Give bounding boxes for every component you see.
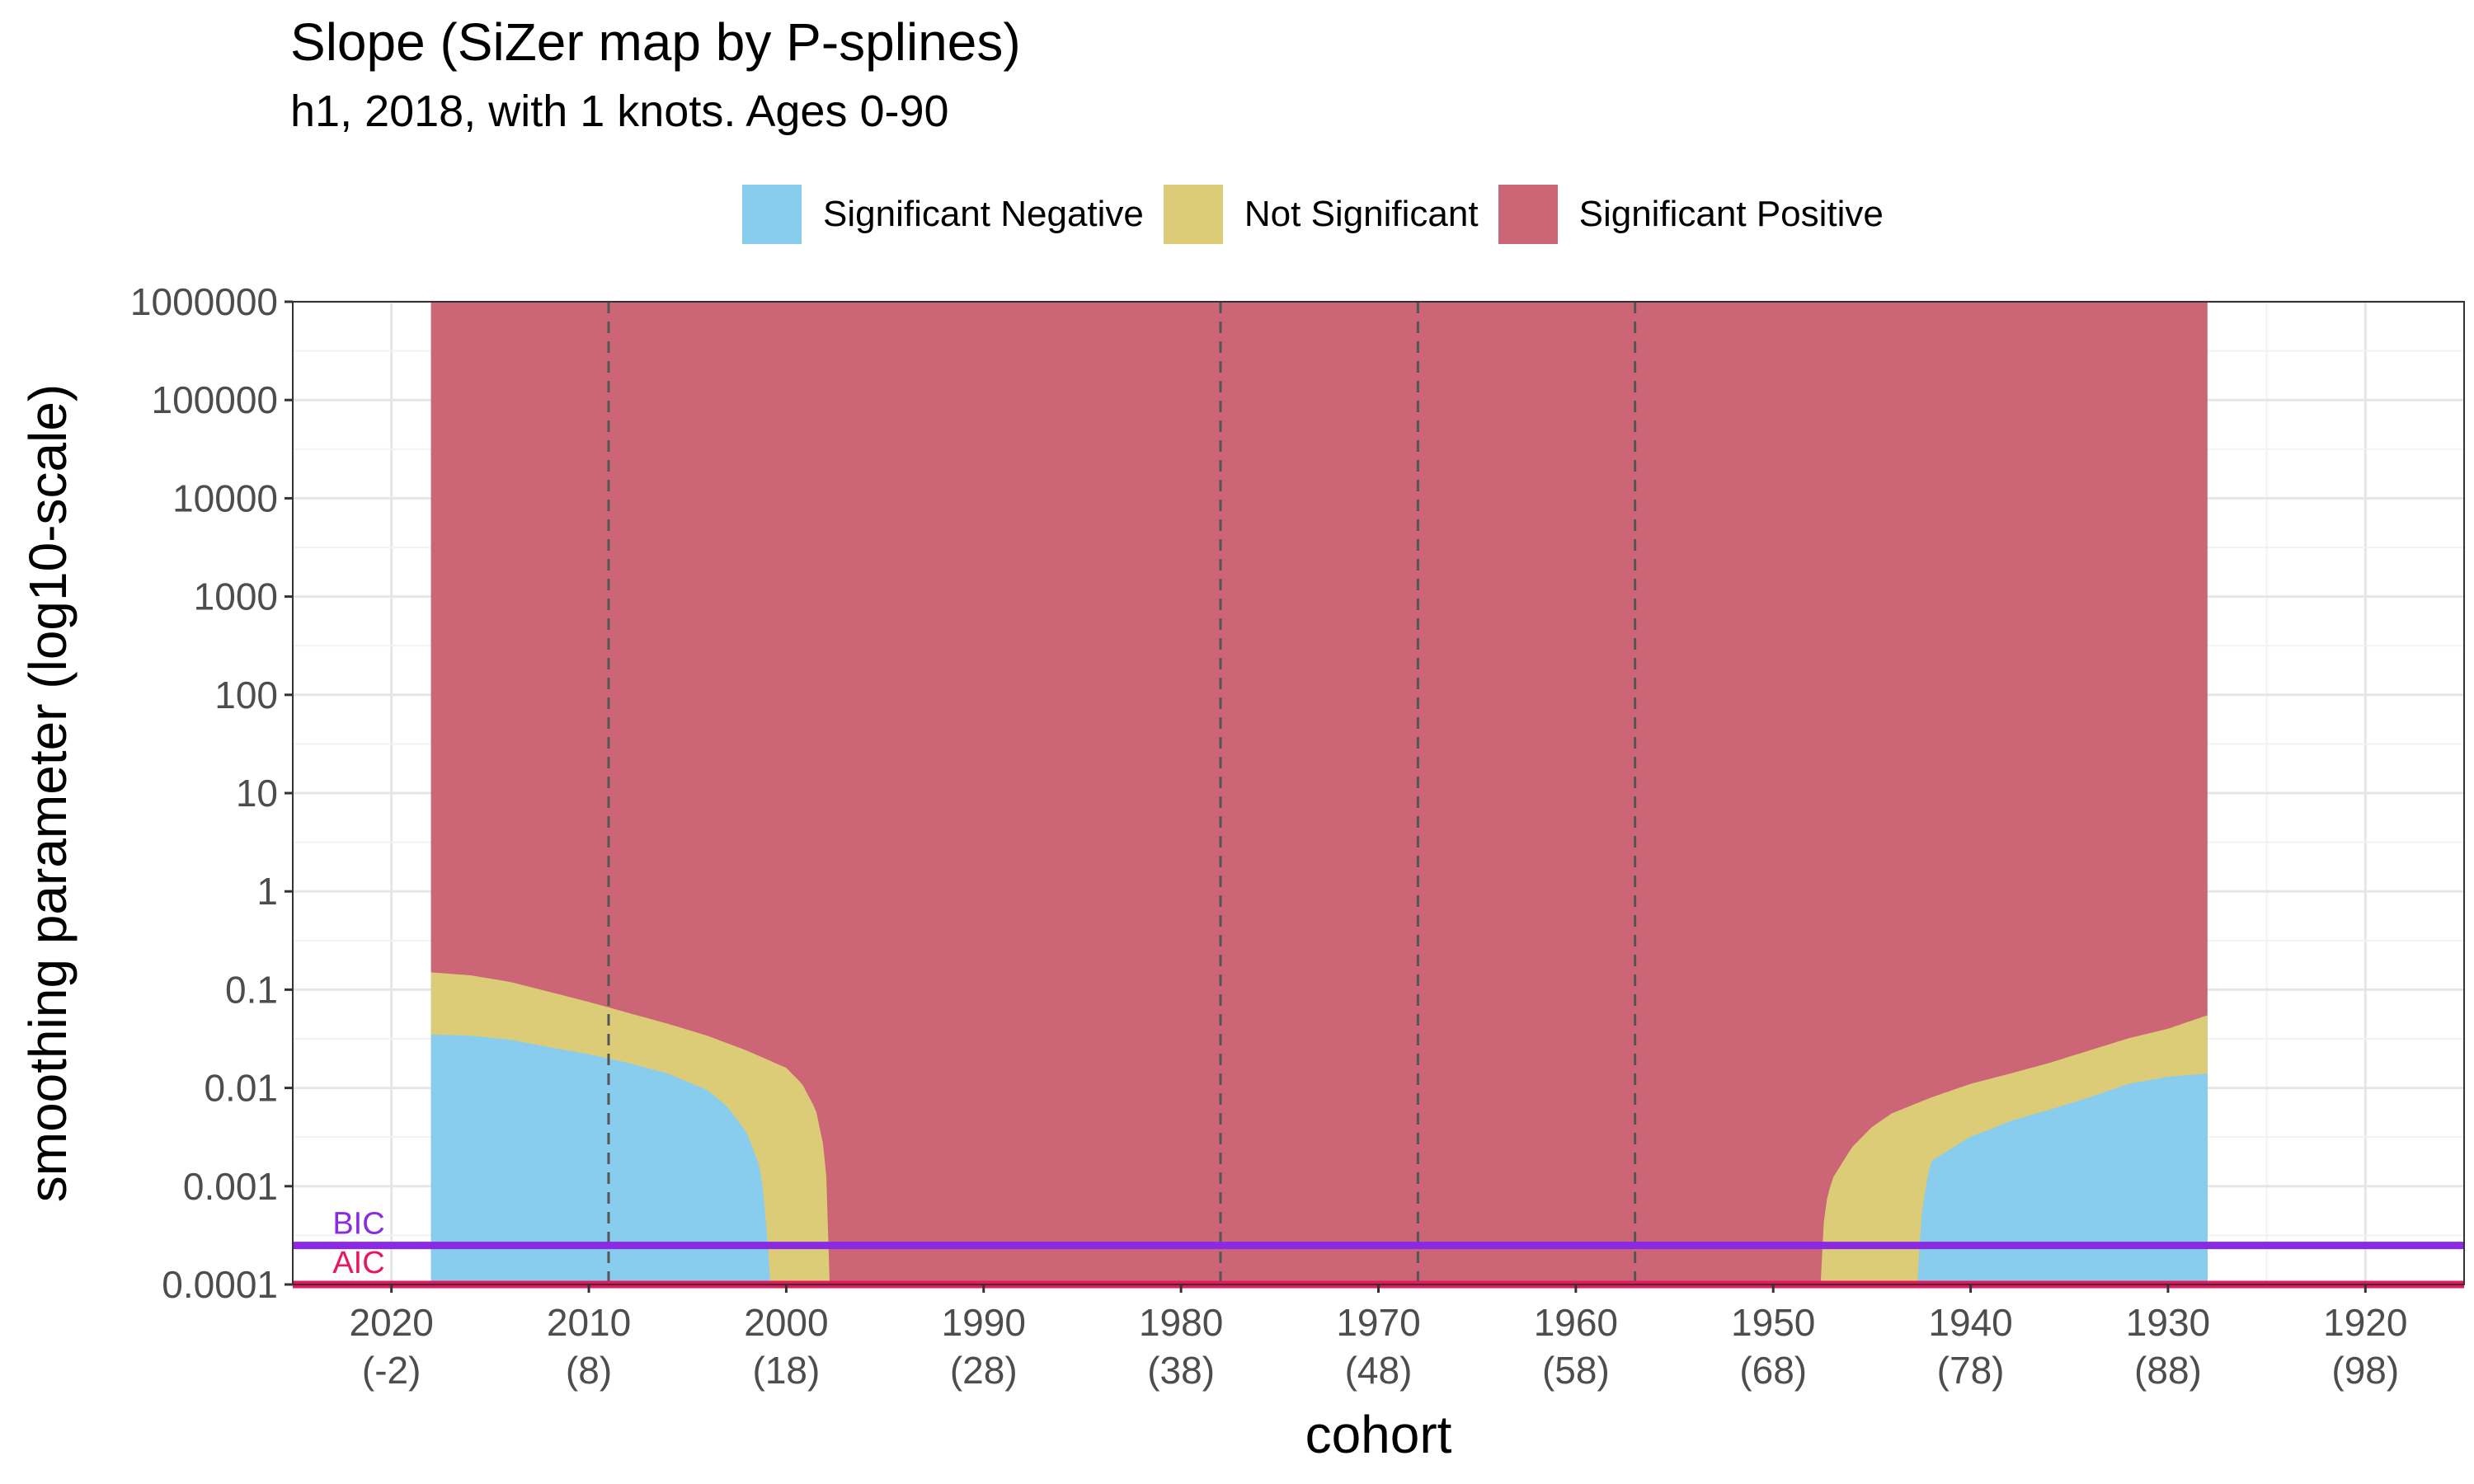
y-tick-label: 100: [214, 674, 278, 716]
x-tick-sublabel: (88): [2134, 1349, 2202, 1392]
legend-swatch: [1163, 185, 1223, 244]
x-tick-sublabel: (78): [1937, 1349, 2005, 1392]
significant-negative-region-left: [430, 1034, 771, 1284]
legend-swatch: [742, 185, 802, 244]
x-tick-sublabel: (58): [1542, 1349, 1610, 1392]
y-tick-label: 10000: [172, 477, 278, 519]
legend-label: Significant Negative: [823, 194, 1144, 234]
y-tick-label: 0.01: [204, 1067, 278, 1110]
legend-swatch: [1498, 185, 1558, 244]
x-tick-sublabel: (98): [2331, 1349, 2399, 1392]
x-tick-sublabel: (18): [753, 1349, 821, 1392]
legend-item: Not Significant: [1163, 185, 1479, 244]
y-tick-label: 0.1: [225, 968, 278, 1011]
x-tick-label: 1940: [1928, 1301, 2012, 1344]
legend-item: Significant Negative: [742, 185, 1144, 244]
y-tick-label: 1: [256, 870, 278, 913]
chart-title: Slope (SiZer map by P-splines): [290, 12, 1021, 72]
x-tick-label: 1930: [2126, 1301, 2210, 1344]
x-tick-sublabel: (48): [1345, 1349, 1413, 1392]
x-tick-label: 2020: [350, 1301, 434, 1344]
x-tick-sublabel: (8): [566, 1349, 612, 1392]
x-axis-title: cohort: [1305, 1405, 1452, 1464]
x-tick-label: 2010: [547, 1301, 631, 1344]
x-tick-sublabel: (28): [950, 1349, 1018, 1392]
legend-label: Significant Positive: [1578, 194, 1884, 234]
y-tick-label: 100000: [152, 378, 279, 421]
x-tick-label: 1990: [942, 1301, 1026, 1344]
x-tick-label: 1970: [1336, 1301, 1420, 1344]
x-tick-label: 1960: [1534, 1301, 1618, 1344]
legend-item: Significant Positive: [1498, 185, 1884, 244]
x-tick-label: 1980: [1139, 1301, 1223, 1344]
y-tick-label: 0.001: [183, 1165, 278, 1208]
x-tick-label: 1920: [2323, 1301, 2407, 1344]
x-tick-label: 2000: [744, 1301, 828, 1344]
x-tick-sublabel: (-2): [362, 1349, 421, 1392]
x-tick-sublabel: (68): [1739, 1349, 1807, 1392]
y-axis-title: smoothing parameter (log10-scale): [18, 384, 78, 1202]
y-tick-label: 1000: [194, 575, 278, 618]
label-bic: BIC: [332, 1207, 384, 1242]
legend-label: Not Significant: [1244, 194, 1479, 234]
y-tick-label: 0.0001: [162, 1263, 278, 1306]
significant-negative-region-right: [1917, 1073, 2208, 1284]
legend: Significant Negative Not Significant Signi…: [742, 185, 1903, 244]
x-tick-sublabel: (38): [1147, 1349, 1215, 1392]
x-tick-label: 1950: [1731, 1301, 1815, 1344]
y-tick-label: 1000000: [130, 280, 278, 323]
chart-subtitle: h1, 2018, with 1 knots. Ages 0-90: [290, 87, 949, 136]
label-aic: AIC: [332, 1246, 384, 1280]
y-tick-label: 10: [236, 772, 278, 815]
